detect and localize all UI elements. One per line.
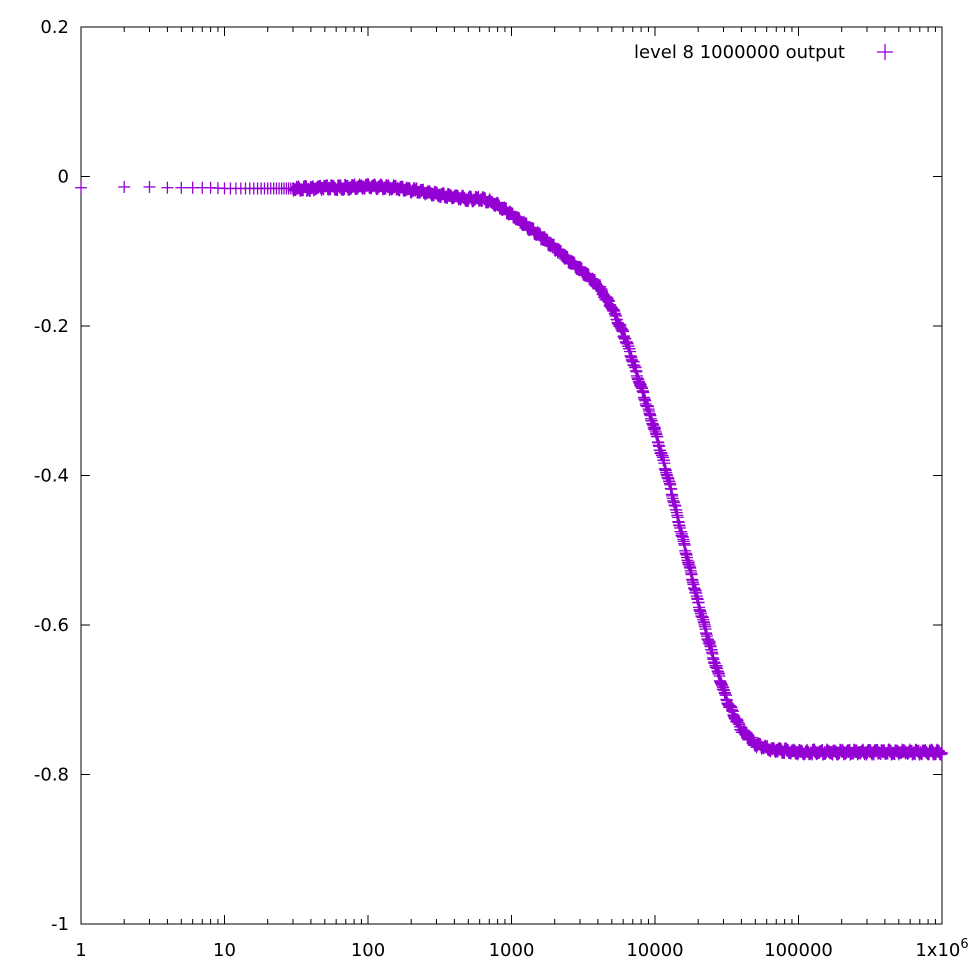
data-point xyxy=(161,181,174,194)
data-point xyxy=(118,180,131,193)
axis-ticks xyxy=(80,26,943,925)
x-tick-label: 100 xyxy=(351,940,385,961)
y-tick-label: -0.8 xyxy=(34,765,69,786)
x-tick-label: 100000 xyxy=(764,940,833,961)
legend-label: level 8 1000000 output xyxy=(634,42,845,63)
x-tick-label: 10000 xyxy=(626,940,683,961)
data-point xyxy=(143,180,156,193)
x-tick-label: 1000 xyxy=(489,940,535,961)
legend-plus-icon xyxy=(877,44,893,60)
x-tick-label-exponent: 6 xyxy=(960,937,968,952)
y-tick-label: 0 xyxy=(58,167,69,188)
y-tick-label: 0.2 xyxy=(40,17,69,38)
y-tick-label: -1 xyxy=(51,914,69,935)
y-tick-label: -0.6 xyxy=(34,615,69,636)
x-tick-label: 1x106 xyxy=(915,937,968,961)
x-tick-label: 1 xyxy=(75,940,86,961)
data-point xyxy=(75,181,87,194)
plot-frame xyxy=(80,26,943,925)
series-points xyxy=(75,177,948,761)
y-tick-label: -0.2 xyxy=(34,316,69,337)
legend-marker xyxy=(877,44,893,60)
legend: level 8 1000000 output xyxy=(634,42,893,63)
x-tick-label: 10 xyxy=(213,940,236,961)
x-tick-labels: 1 10 100 1000 10000 100000 1x106 xyxy=(75,937,968,961)
y-tick-label: -0.4 xyxy=(34,466,69,487)
y-tick-labels: 0.2 0 -0.2 -0.4 -0.6 -0.8 -1 xyxy=(34,17,69,935)
data-point xyxy=(175,181,188,194)
data-point xyxy=(936,747,948,760)
